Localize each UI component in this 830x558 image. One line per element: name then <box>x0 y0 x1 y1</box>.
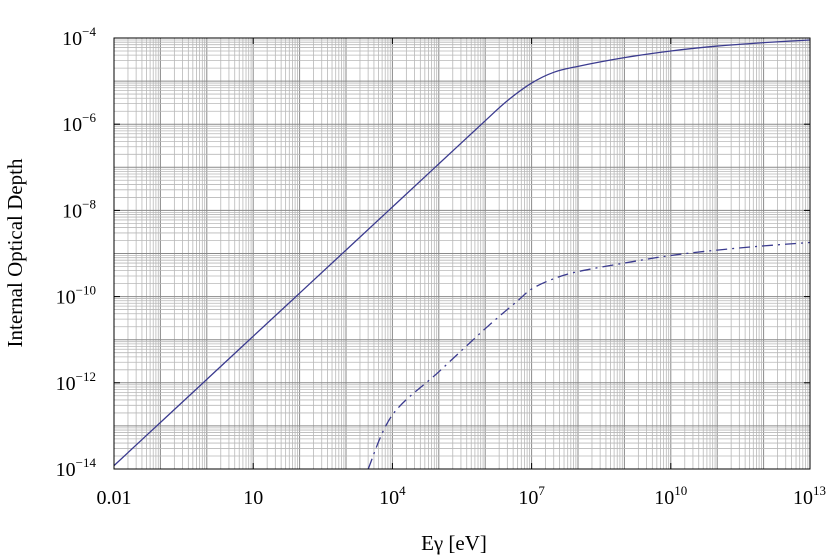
tick-marks <box>113 37 811 470</box>
x-tick-label: 10 <box>243 487 263 509</box>
y-tick-label: 10−4 <box>62 24 96 50</box>
grid-lines <box>113 37 811 470</box>
y-tick-label: 10−12 <box>56 369 96 395</box>
y-axis-label: Internal Optical Depth <box>3 158 27 347</box>
x-axis-label: Eγ [eV] <box>421 531 487 555</box>
x-tick-label: 0.01 <box>97 487 132 509</box>
y-tick-label: 10−14 <box>56 455 97 481</box>
x-tick-label: 1013 <box>793 483 826 509</box>
dashdot-series-line <box>367 241 811 470</box>
y-tick-label: 10−8 <box>62 196 96 222</box>
x-tick-label: 104 <box>379 483 406 509</box>
x-tick-label: 1010 <box>654 483 687 509</box>
solid-series-line <box>113 39 811 467</box>
x-tick-labels: 0.01 10 104 107 1010 1013 <box>97 483 827 509</box>
x-tick-label: 107 <box>518 483 545 509</box>
y-tick-label: 10−10 <box>56 283 96 309</box>
plot-frame <box>113 37 811 470</box>
series-group <box>113 39 811 470</box>
y-tick-label: 10−6 <box>62 110 96 136</box>
y-tick-labels: 10−4 10−6 10−8 10−10 10−12 10−14 <box>56 24 97 481</box>
